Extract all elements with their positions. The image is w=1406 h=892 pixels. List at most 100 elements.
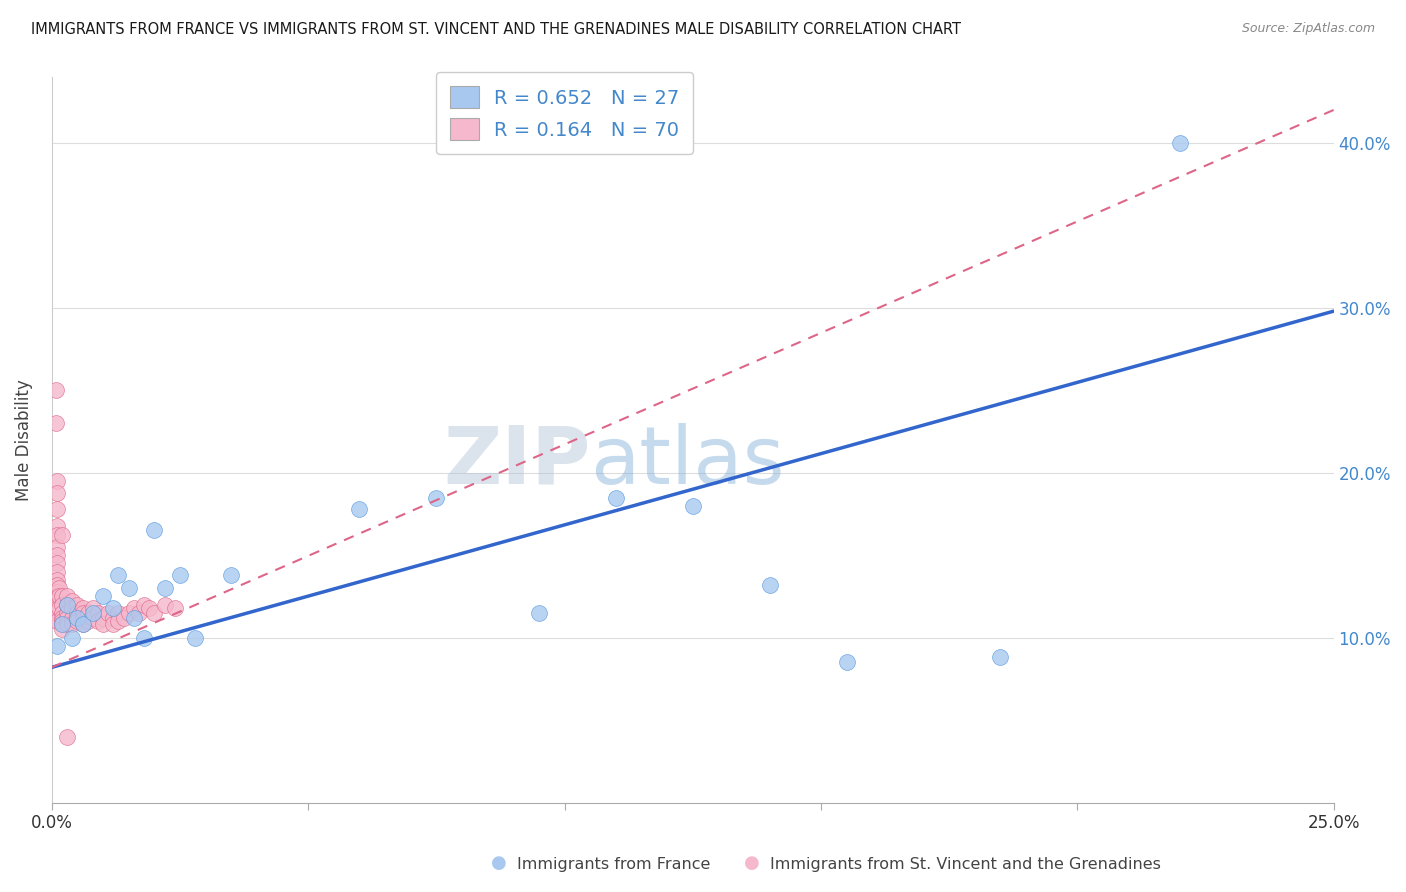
Point xyxy=(45,584,67,599)
Point xyxy=(103,601,125,615)
Point xyxy=(60,594,83,608)
Point xyxy=(219,568,242,582)
Point xyxy=(138,601,160,615)
Point xyxy=(60,617,83,632)
Point xyxy=(132,631,155,645)
Point xyxy=(45,474,67,488)
Point xyxy=(153,598,176,612)
Text: Source: ZipAtlas.com: Source: ZipAtlas.com xyxy=(1241,22,1375,36)
Point xyxy=(56,617,79,632)
Point xyxy=(45,485,67,500)
Point xyxy=(45,557,67,571)
Point xyxy=(51,617,73,632)
Point xyxy=(143,524,166,538)
Point xyxy=(45,594,67,608)
Point xyxy=(56,606,79,620)
Text: atlas: atlas xyxy=(591,423,785,500)
Point xyxy=(758,578,780,592)
Text: Immigrants from France: Immigrants from France xyxy=(517,857,711,872)
Point xyxy=(48,590,70,604)
Point xyxy=(60,601,83,615)
Point xyxy=(87,606,110,620)
Point xyxy=(45,417,67,431)
Point xyxy=(51,606,73,620)
Point xyxy=(72,611,94,625)
Point xyxy=(107,606,129,620)
Point xyxy=(48,581,70,595)
Point xyxy=(51,617,73,632)
Point xyxy=(988,650,1011,665)
Point xyxy=(103,617,125,632)
Text: Immigrants from St. Vincent and the Grenadines: Immigrants from St. Vincent and the Gren… xyxy=(770,857,1161,872)
Point xyxy=(153,581,176,595)
Point xyxy=(91,617,114,632)
Point xyxy=(76,614,98,628)
Point xyxy=(143,606,166,620)
Text: IMMIGRANTS FROM FRANCE VS IMMIGRANTS FROM ST. VINCENT AND THE GRENADINES MALE DI: IMMIGRANTS FROM FRANCE VS IMMIGRANTS FRO… xyxy=(31,22,960,37)
Point xyxy=(72,617,94,632)
Point xyxy=(118,581,141,595)
Point xyxy=(51,590,73,604)
Point xyxy=(66,611,89,625)
Point xyxy=(66,614,89,628)
Point xyxy=(107,614,129,628)
Point xyxy=(91,611,114,625)
Y-axis label: Male Disability: Male Disability xyxy=(15,379,32,500)
Point xyxy=(527,606,550,620)
Point xyxy=(103,611,125,625)
Point xyxy=(45,578,67,592)
Point xyxy=(91,590,114,604)
Point xyxy=(45,528,67,542)
Point xyxy=(835,656,858,670)
Point xyxy=(72,606,94,620)
Point xyxy=(118,606,141,620)
Point xyxy=(605,491,627,505)
Point xyxy=(112,611,135,625)
Point xyxy=(97,606,120,620)
Point xyxy=(60,611,83,625)
Point xyxy=(60,631,83,645)
Point xyxy=(122,601,145,615)
Point xyxy=(51,611,73,625)
Point xyxy=(72,601,94,615)
Point xyxy=(72,617,94,632)
Point xyxy=(56,611,79,625)
Text: ●: ● xyxy=(744,855,761,872)
Point xyxy=(169,568,191,582)
Point xyxy=(82,606,104,620)
Point xyxy=(682,499,704,513)
Point xyxy=(82,611,104,625)
Point xyxy=(122,611,145,625)
Point xyxy=(66,606,89,620)
Point xyxy=(56,598,79,612)
Point xyxy=(45,598,67,612)
Point xyxy=(45,502,67,516)
Point xyxy=(128,606,150,620)
Point xyxy=(56,730,79,744)
Point xyxy=(45,384,67,398)
Point xyxy=(87,614,110,628)
Point xyxy=(51,614,73,628)
Point xyxy=(56,590,79,604)
Point xyxy=(1168,136,1191,150)
Point xyxy=(45,518,67,533)
Text: ZIP: ZIP xyxy=(443,423,591,500)
Point xyxy=(48,601,70,615)
Legend: R = 0.652   N = 27, R = 0.164   N = 70: R = 0.652 N = 27, R = 0.164 N = 70 xyxy=(436,72,693,154)
Point xyxy=(45,565,67,579)
Point xyxy=(132,598,155,612)
Point xyxy=(45,614,67,628)
Point xyxy=(82,601,104,615)
Point xyxy=(425,491,447,505)
Point xyxy=(45,573,67,587)
Point xyxy=(66,598,89,612)
Point xyxy=(45,540,67,554)
Point xyxy=(45,639,67,653)
Point xyxy=(51,528,73,542)
Point xyxy=(76,606,98,620)
Text: ●: ● xyxy=(491,855,508,872)
Point xyxy=(45,548,67,562)
Point xyxy=(45,590,67,604)
Point xyxy=(163,601,186,615)
Point xyxy=(56,598,79,612)
